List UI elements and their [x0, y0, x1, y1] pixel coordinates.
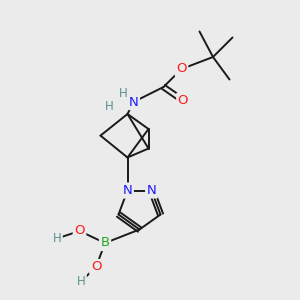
Text: H: H — [105, 100, 114, 113]
Text: N: N — [123, 184, 132, 197]
Text: N: N — [129, 95, 138, 109]
Text: O: O — [178, 94, 188, 107]
Text: H: H — [76, 275, 85, 288]
Text: H: H — [52, 232, 62, 245]
Text: O: O — [176, 62, 187, 76]
Text: H: H — [118, 87, 127, 100]
Text: O: O — [74, 224, 85, 238]
Text: B: B — [100, 236, 109, 250]
Text: N: N — [147, 184, 156, 197]
Text: O: O — [91, 260, 101, 274]
